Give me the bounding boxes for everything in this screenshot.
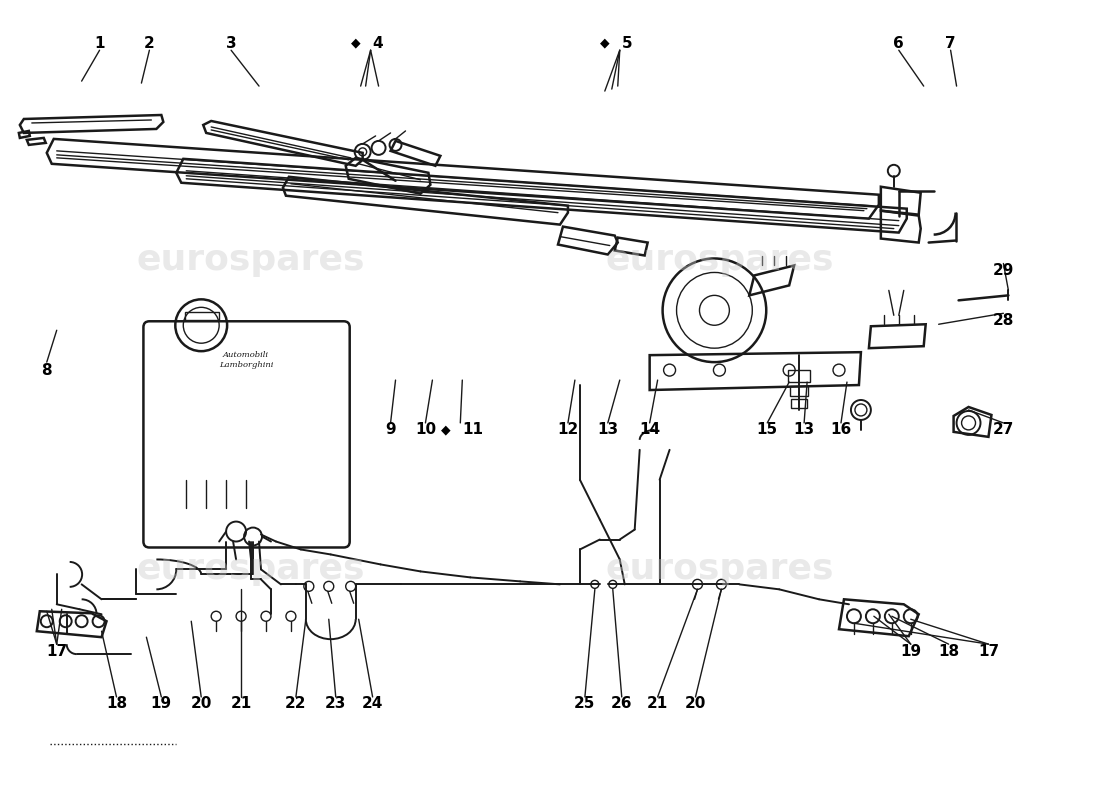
Text: 21: 21 bbox=[231, 697, 252, 711]
Text: 18: 18 bbox=[106, 697, 128, 711]
Text: 23: 23 bbox=[326, 697, 346, 711]
Text: 20: 20 bbox=[685, 697, 706, 711]
Text: 20: 20 bbox=[190, 697, 212, 711]
Text: Automobili
Lamborghini: Automobili Lamborghini bbox=[219, 351, 273, 370]
Text: 24: 24 bbox=[362, 697, 383, 711]
Text: ◆: ◆ bbox=[441, 423, 450, 436]
Text: 16: 16 bbox=[830, 422, 851, 438]
Text: 11: 11 bbox=[462, 422, 483, 438]
Text: 17: 17 bbox=[978, 644, 999, 658]
Text: ◆: ◆ bbox=[601, 37, 609, 50]
Text: 22: 22 bbox=[285, 697, 307, 711]
Text: 15: 15 bbox=[757, 422, 778, 438]
Text: 2: 2 bbox=[144, 36, 155, 50]
Text: 25: 25 bbox=[574, 697, 595, 711]
Text: 13: 13 bbox=[793, 422, 815, 438]
Text: eurospares: eurospares bbox=[605, 553, 834, 586]
Text: 17: 17 bbox=[46, 644, 67, 658]
Text: 5: 5 bbox=[621, 36, 632, 50]
Text: 10: 10 bbox=[415, 422, 436, 438]
Text: eurospares: eurospares bbox=[136, 553, 365, 586]
Text: 19: 19 bbox=[151, 697, 172, 711]
Text: 28: 28 bbox=[992, 313, 1014, 328]
Text: 8: 8 bbox=[42, 362, 52, 378]
Text: 27: 27 bbox=[992, 422, 1014, 438]
Text: 14: 14 bbox=[639, 422, 660, 438]
Text: eurospares: eurospares bbox=[136, 243, 365, 278]
Text: 21: 21 bbox=[647, 697, 669, 711]
Text: 4: 4 bbox=[373, 36, 383, 50]
Text: ◆: ◆ bbox=[351, 37, 361, 50]
Text: 3: 3 bbox=[226, 36, 236, 50]
Text: 6: 6 bbox=[893, 36, 904, 50]
Text: 9: 9 bbox=[385, 422, 396, 438]
Text: 13: 13 bbox=[597, 422, 618, 438]
Text: 18: 18 bbox=[938, 644, 959, 658]
Text: 7: 7 bbox=[945, 36, 956, 50]
Text: 29: 29 bbox=[992, 263, 1014, 278]
Text: 19: 19 bbox=[900, 644, 922, 658]
Text: eurospares: eurospares bbox=[605, 243, 834, 278]
Text: 1: 1 bbox=[95, 36, 104, 50]
Text: 12: 12 bbox=[558, 422, 579, 438]
Text: 26: 26 bbox=[610, 697, 632, 711]
